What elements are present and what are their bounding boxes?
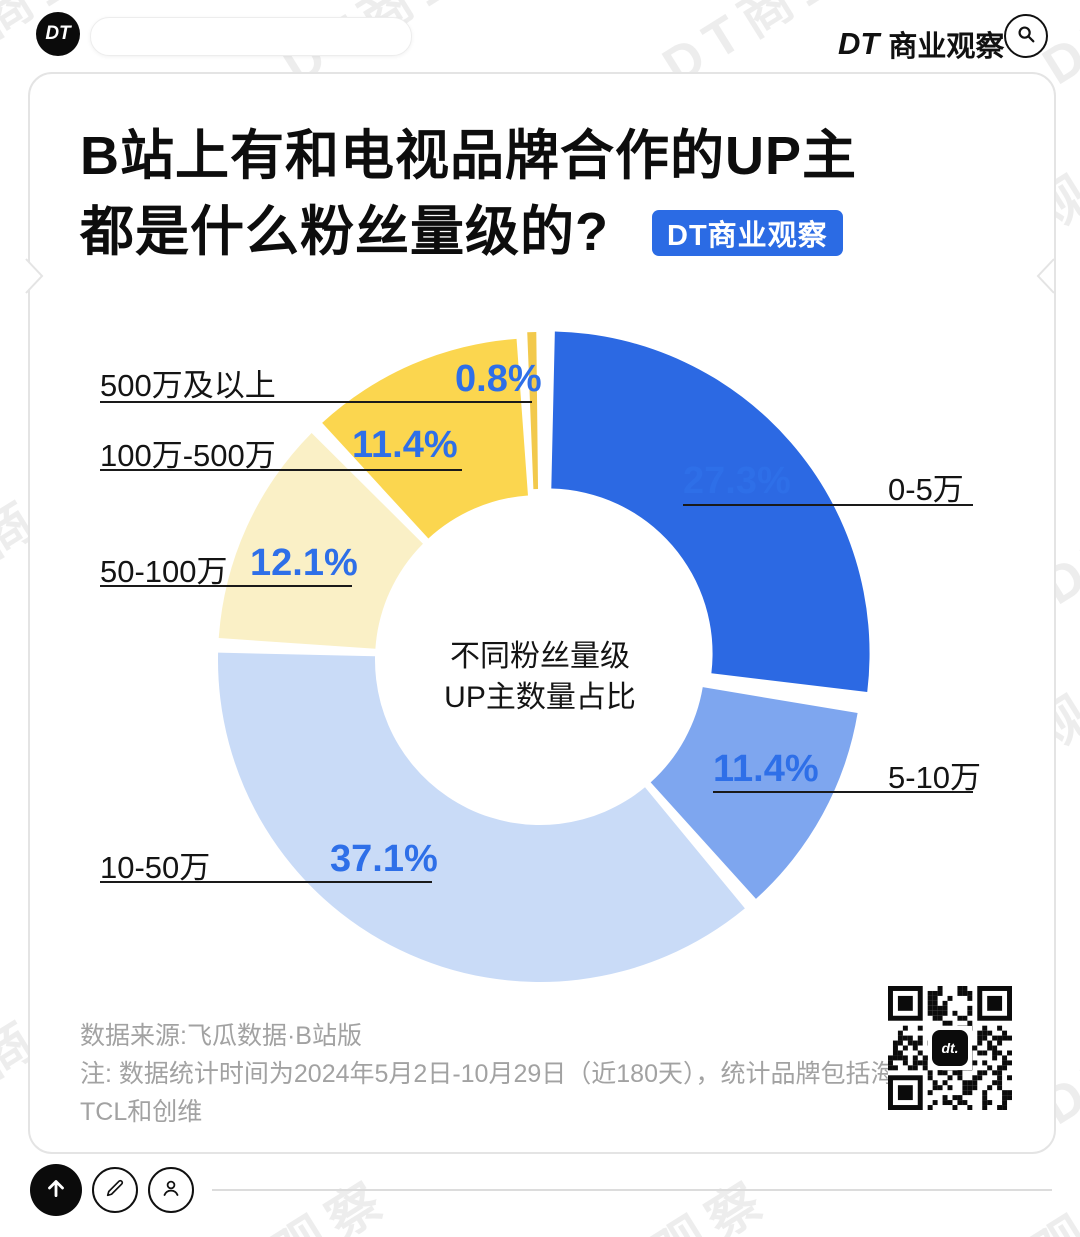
pct-0-5w: 27.3% [683, 460, 791, 502]
ticket-notch-left [25, 258, 44, 294]
leader-line-500w-plus [100, 401, 532, 403]
label-50-100w: 50-100万 [100, 554, 228, 589]
bottom-divider-line [212, 1189, 1052, 1191]
label-100w-500w: 100万-500万 [100, 438, 276, 473]
donut-segment-5 [527, 332, 539, 490]
pct-50-100w: 12.1% [250, 542, 358, 584]
leader-line-50-100w [100, 585, 352, 587]
leader-line-5-10w [713, 791, 973, 793]
page-title: B站上有和电视品牌合作的UP主 都是什么粉丝量级的? [80, 118, 857, 270]
address-bar[interactable] [90, 17, 412, 56]
watermark-text: DT商业观察 [836, 1156, 1080, 1237]
search-button[interactable] [1004, 14, 1048, 58]
arrow-up-icon [43, 1175, 69, 1206]
brand-dt-text: DT [838, 26, 880, 61]
pct-100w-500w: 11.4% [352, 424, 458, 466]
title-line2: 都是什么粉丝量级的? [80, 202, 609, 262]
dt-logo-text: DT [45, 23, 71, 44]
leader-line-0-5w [683, 504, 973, 506]
donut-segment-2 [217, 652, 745, 982]
dt-logo[interactable]: DT [36, 12, 80, 56]
label-500w-plus: 500万及以上 [100, 368, 276, 403]
label-0-5w: 0-5万 [888, 472, 964, 507]
pencil-icon [104, 1177, 126, 1204]
label-10-50w: 10-50万 [100, 850, 211, 885]
data-source: 数据来源:飞瓜数据·B站版 [80, 1022, 362, 1050]
pct-500w-plus: 0.8% [455, 358, 542, 400]
data-note-line2: TCL和创维 [80, 1098, 203, 1126]
leader-line-100w-500w [100, 469, 462, 471]
profile-button[interactable] [148, 1167, 194, 1213]
edit-button[interactable] [92, 1167, 138, 1213]
brand-name-text: 商业观察 [888, 31, 1005, 63]
back-to-top-button[interactable] [30, 1164, 82, 1216]
pct-10-50w: 37.1% [330, 838, 438, 880]
brand-logo: DT 商业观察 [838, 23, 1004, 65]
pct-5-10w: 11.4% [713, 748, 819, 790]
donut-segment-1 [650, 687, 858, 899]
qr-center-logo: dt. [928, 1026, 972, 1070]
qr-logo-text: dt. [932, 1030, 968, 1066]
center-label-line2: UP主数量占比 [444, 681, 636, 714]
center-label-line1: 不同粉丝量级 [450, 640, 630, 673]
watermark-text: DT商业观察 [456, 1156, 782, 1237]
title-line1: B站上有和电视品牌合作的UP主 [80, 126, 858, 186]
donut-segment-0 [551, 331, 870, 693]
ticket-notch-right [1036, 258, 1055, 294]
donut-chart [217, 331, 870, 982]
title-badge: DT商业观察 [652, 210, 843, 256]
label-5-10w: 5-10万 [888, 760, 982, 795]
donut-segment-4 [322, 338, 528, 539]
chart-center-label: 不同粉丝量级 UP主数量占比 [400, 636, 680, 718]
person-icon [159, 1176, 183, 1205]
qr-code: dt. [888, 986, 1012, 1110]
donut-segment-3 [218, 433, 423, 649]
search-icon [1015, 23, 1037, 50]
leader-line-10-50w [100, 881, 432, 883]
data-note-line1: 注: 数据统计时间为2024年5月2日-10月29日（近180天），统计品牌包括… [80, 1060, 946, 1088]
